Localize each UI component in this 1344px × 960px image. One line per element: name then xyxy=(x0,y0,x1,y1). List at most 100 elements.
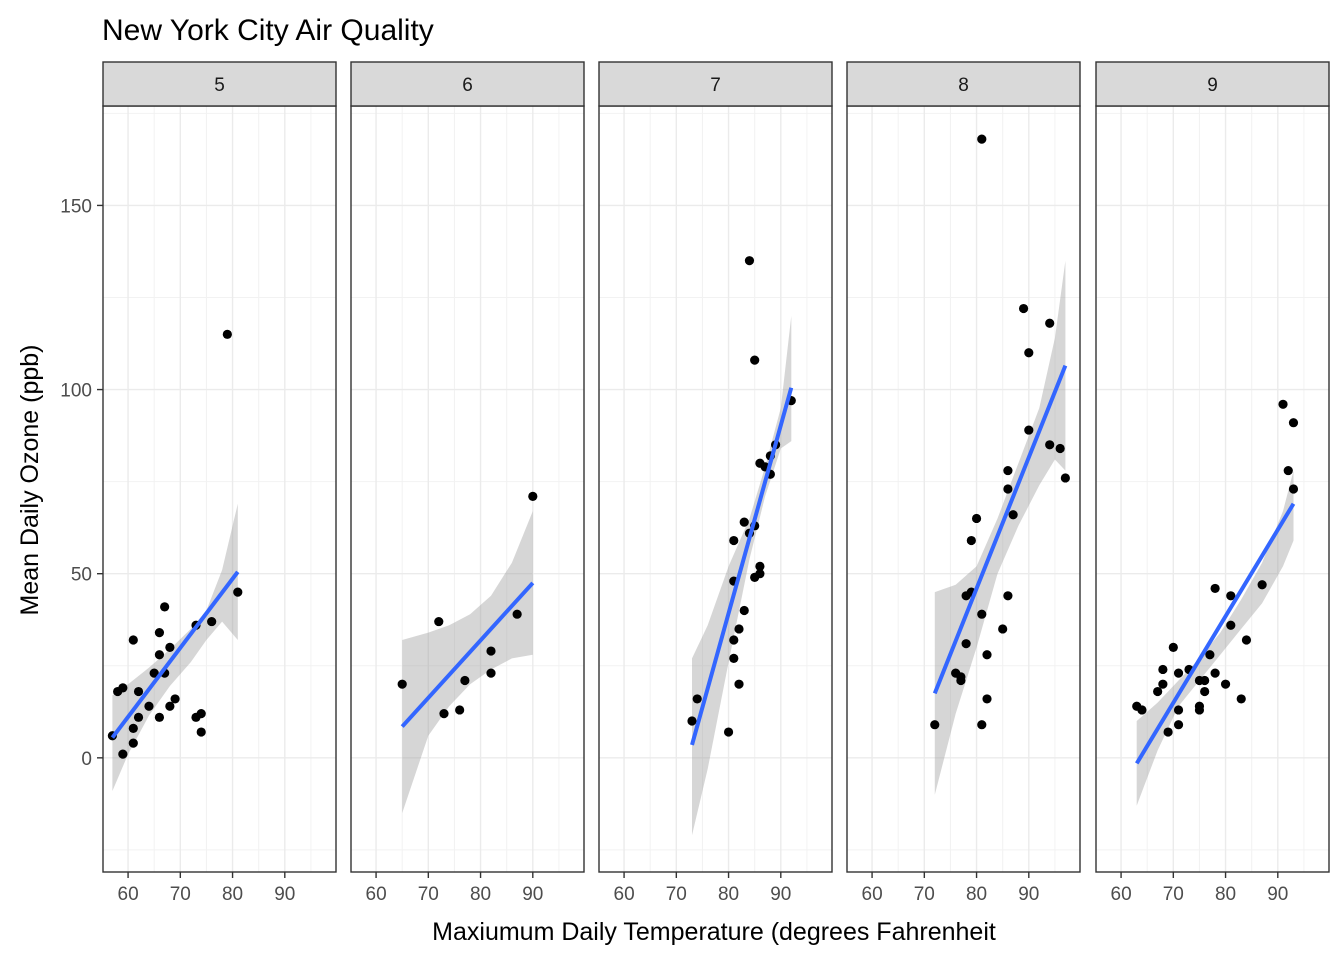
data-point xyxy=(1153,686,1163,697)
confidence-ribbon xyxy=(112,503,238,791)
data-point xyxy=(1173,720,1184,730)
facet-strip-label: 5 xyxy=(214,75,225,96)
data-point xyxy=(118,683,128,693)
facet-panel-9: 9 60 70 80 90 xyxy=(1095,61,1330,905)
confidence-ribbon xyxy=(402,511,533,814)
y-tick-label: 50 xyxy=(71,565,92,586)
data-point xyxy=(1003,484,1013,494)
data-point xyxy=(1288,418,1299,428)
facet-strip xyxy=(1095,61,1330,107)
data-point xyxy=(486,646,496,656)
data-point xyxy=(1055,443,1065,454)
data-point xyxy=(977,720,987,730)
data-point xyxy=(755,561,765,571)
data-point xyxy=(977,609,987,619)
data-point xyxy=(1137,705,1147,715)
data-point xyxy=(1158,679,1168,689)
data-point xyxy=(196,727,206,737)
data-point xyxy=(1045,440,1055,450)
facet-panel-5: 5 60 70 80 90 xyxy=(102,61,337,905)
regression-line xyxy=(110,570,240,739)
x-tick-label: 60 xyxy=(862,884,883,905)
y-tick-label: 0 xyxy=(81,749,92,770)
data-point xyxy=(966,535,976,546)
panel-background xyxy=(847,106,1080,872)
regression-line xyxy=(1135,502,1296,765)
facet-panel-8: 8 60 70 80 90 xyxy=(846,61,1081,905)
data-point xyxy=(154,650,165,660)
regression-line xyxy=(932,364,1068,695)
data-point xyxy=(744,256,755,266)
data-point xyxy=(128,723,138,733)
x-tick-label: 80 xyxy=(470,884,491,905)
data-point xyxy=(460,675,470,686)
data-point xyxy=(1241,635,1252,645)
data-point xyxy=(154,628,165,638)
data-point xyxy=(196,709,206,719)
x-tick-label: 60 xyxy=(1111,884,1132,905)
data-point xyxy=(1257,580,1267,590)
x-tick-label: 90 xyxy=(770,884,791,905)
panel-background xyxy=(351,106,584,872)
x-tick-label: 60 xyxy=(614,884,635,905)
data-point xyxy=(207,616,217,627)
data-point xyxy=(982,694,992,704)
data-point xyxy=(1278,399,1288,409)
data-point xyxy=(1210,668,1220,678)
data-point xyxy=(528,491,538,501)
facet-strip xyxy=(102,61,337,107)
x-tick-label: 80 xyxy=(222,884,243,905)
data-point xyxy=(755,569,765,579)
data-point xyxy=(729,535,739,546)
data-point xyxy=(486,668,496,678)
data-point xyxy=(165,642,175,652)
data-point xyxy=(750,355,760,365)
data-point xyxy=(729,635,739,645)
facet-strip-label: 8 xyxy=(958,75,969,96)
data-point xyxy=(1018,303,1029,314)
data-point xyxy=(971,513,982,524)
x-tick-label: 80 xyxy=(1215,884,1236,905)
data-point xyxy=(170,694,180,704)
y-tick-label: 100 xyxy=(60,381,92,402)
y-axis: 0 50 100 150 xyxy=(60,196,103,770)
data-point xyxy=(133,712,144,722)
data-point xyxy=(128,635,138,645)
data-point xyxy=(1168,642,1178,652)
chart-title: New York City Air Quality xyxy=(102,14,434,47)
x-axis-title: Maxiumum Daily Temperature (degrees Fahr… xyxy=(432,918,996,946)
data-point xyxy=(128,738,138,748)
data-point xyxy=(930,720,940,730)
data-point xyxy=(1210,583,1220,594)
facet-strip-label: 9 xyxy=(1207,75,1218,96)
y-tick-label: 150 xyxy=(60,196,92,217)
facet-panel-6: 6 60 70 80 90 xyxy=(350,61,585,905)
data-point xyxy=(1003,465,1013,476)
data-point xyxy=(1283,465,1293,476)
data-point xyxy=(739,517,749,527)
data-point xyxy=(1200,675,1210,686)
data-point xyxy=(149,668,159,678)
data-point xyxy=(1158,664,1168,675)
facet-strip-label: 6 xyxy=(462,75,473,96)
data-point xyxy=(133,686,144,697)
data-point xyxy=(1173,668,1184,678)
facet-strip xyxy=(846,61,1081,107)
data-point xyxy=(734,679,744,689)
x-tick-label: 70 xyxy=(1163,884,1184,905)
data-point xyxy=(154,712,165,722)
x-tick-label: 90 xyxy=(274,884,295,905)
data-point xyxy=(692,694,702,704)
data-point xyxy=(1236,694,1246,704)
data-point xyxy=(687,716,697,726)
x-tick-label: 80 xyxy=(718,884,739,905)
data-point xyxy=(1205,650,1215,660)
data-point xyxy=(1220,679,1231,689)
x-tick-label: 90 xyxy=(1267,884,1288,905)
data-point xyxy=(233,587,243,597)
facet-strip xyxy=(350,61,585,107)
data-point xyxy=(1024,348,1034,358)
x-tick-label: 90 xyxy=(522,884,543,905)
data-point xyxy=(1045,318,1055,328)
